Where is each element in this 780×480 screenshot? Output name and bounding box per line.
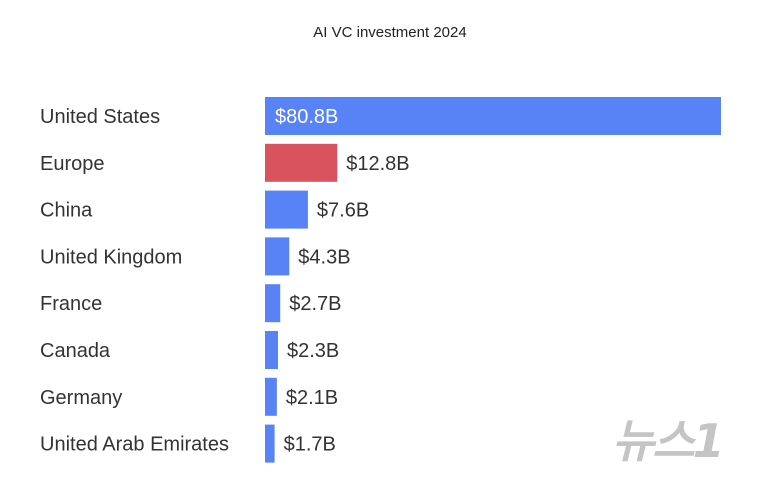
bar	[265, 377, 277, 416]
news1-watermark-logo: 뉴스1	[612, 414, 725, 468]
data-label: $2.7B	[289, 293, 341, 315]
bar	[265, 331, 278, 369]
bar	[265, 97, 721, 135]
data-label: $4.3B	[298, 246, 350, 268]
bar	[265, 284, 281, 323]
data-label: $1.7B	[284, 434, 336, 456]
category-label: Germany	[40, 387, 122, 409]
category-label: United Kingdom	[40, 246, 182, 268]
data-label: $80.8B	[275, 106, 338, 128]
data-label: $2.1B	[286, 387, 338, 409]
bar	[265, 424, 275, 463]
category-label: United Arab Emirates	[40, 434, 229, 456]
chart-title: AI VC investment 2024	[313, 24, 467, 41]
category-label: China	[40, 200, 93, 222]
data-label: $12.8B	[346, 153, 409, 175]
data-label: $2.3B	[287, 340, 339, 362]
data-label: $7.6B	[317, 200, 369, 222]
category-label: United States	[40, 106, 160, 128]
category-label: Canada	[40, 340, 111, 362]
category-label: France	[40, 293, 102, 315]
bar	[265, 237, 290, 276]
bar	[265, 190, 308, 229]
bar	[265, 143, 338, 182]
category-label: Europe	[40, 153, 105, 175]
